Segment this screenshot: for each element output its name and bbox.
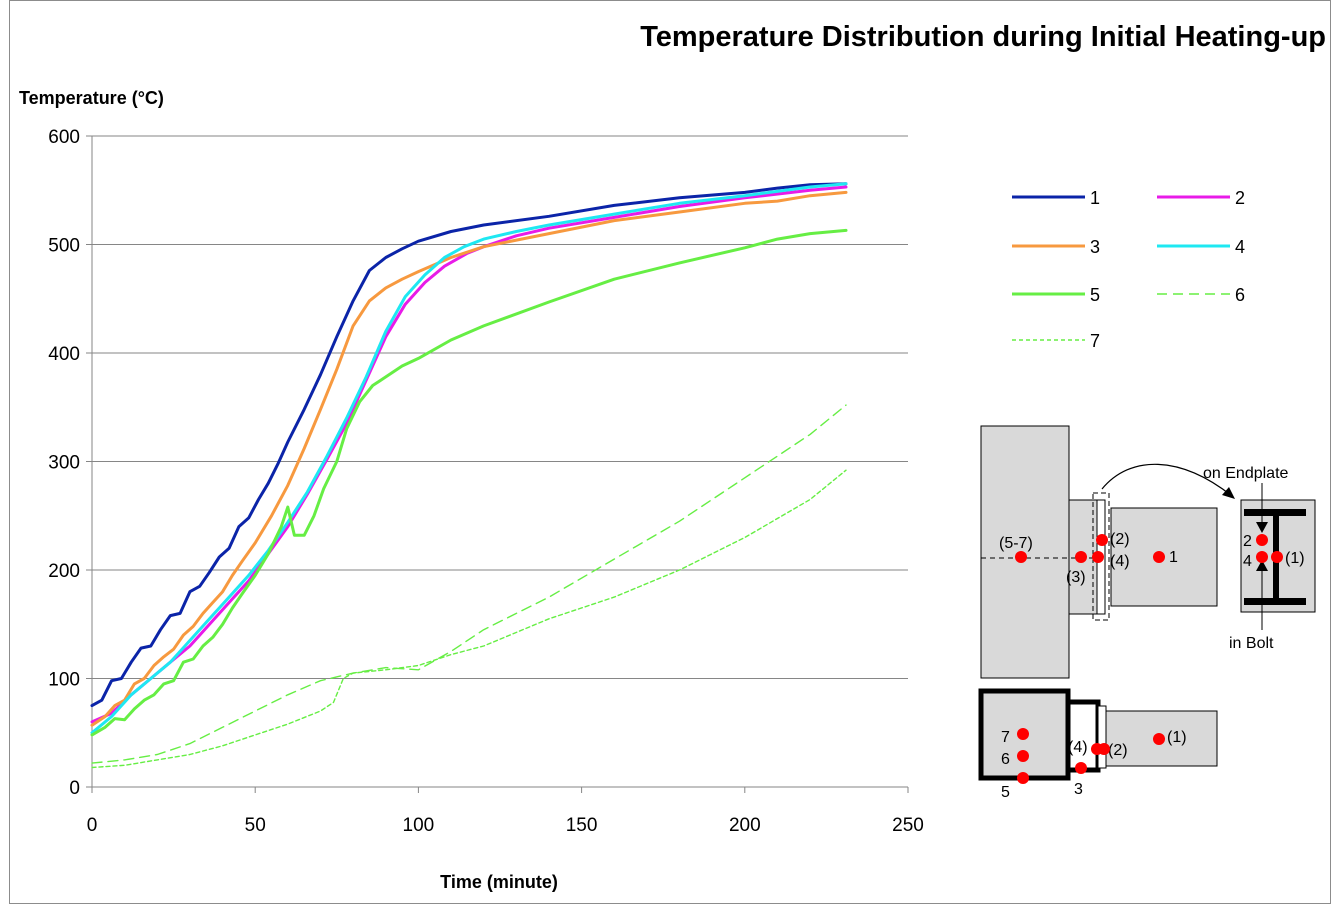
x-tick-label: 100 bbox=[403, 815, 435, 836]
legend: 1 2 3 4 5 6 7 bbox=[1012, 188, 1245, 351]
detail-top-arrowhead bbox=[1256, 522, 1268, 533]
plan-endplate bbox=[1097, 705, 1107, 769]
y-tick-label: 500 bbox=[48, 236, 80, 257]
x-tick-label: 0 bbox=[87, 815, 98, 836]
label-detail-4: 4 bbox=[1243, 553, 1252, 570]
series-line-5 bbox=[90, 228, 848, 737]
series-line-7 bbox=[91, 469, 847, 769]
label-5-7: (5-7) bbox=[999, 535, 1033, 552]
y-tick-label: 0 bbox=[69, 778, 80, 799]
x-tick-label: 150 bbox=[566, 815, 598, 836]
marker-side-3 bbox=[1075, 551, 1087, 563]
label-plan-2: (2) bbox=[1108, 742, 1128, 759]
label-4-side: (4) bbox=[1110, 553, 1130, 570]
label-plan-1: (1) bbox=[1167, 729, 1187, 746]
series-line-6 bbox=[91, 404, 847, 764]
legend-label-6: 6 bbox=[1235, 285, 1245, 305]
column-block bbox=[980, 425, 1070, 679]
diagram-labels: (5-7) (3) (2) (4) 1 on Endplate in Bolt … bbox=[999, 465, 1305, 801]
marker-side-2 bbox=[1096, 534, 1108, 546]
y-tick-label: 400 bbox=[48, 344, 80, 365]
y-tick-labels: 0 100 200 300 400 500 600 bbox=[48, 127, 80, 799]
marker-side-5-7 bbox=[1015, 551, 1027, 563]
y-axis-title: Temperature (°C) bbox=[19, 88, 164, 108]
label-1-side: 1 bbox=[1169, 549, 1178, 566]
marker-plan-7 bbox=[1017, 728, 1029, 740]
series-line-3 bbox=[90, 190, 848, 727]
series-line-4 bbox=[90, 182, 848, 735]
legend-label-4: 4 bbox=[1235, 237, 1245, 257]
label-plan-3: 3 bbox=[1074, 781, 1083, 798]
label-detail-1: (1) bbox=[1285, 550, 1305, 567]
label-plan-5: 5 bbox=[1001, 784, 1010, 801]
legend-label-5: 5 bbox=[1090, 285, 1100, 305]
label-3-side: (3) bbox=[1066, 569, 1086, 586]
marker-plan-1 bbox=[1153, 733, 1165, 745]
series-lines bbox=[90, 182, 848, 769]
marker-detail-2 bbox=[1256, 534, 1268, 546]
chart-title: Temperature Distribution during Initial … bbox=[640, 21, 1326, 53]
y-tick-label: 300 bbox=[48, 453, 80, 474]
marker-plan-6 bbox=[1017, 750, 1029, 762]
series-line-1 bbox=[90, 182, 848, 708]
marker-side-1 bbox=[1153, 551, 1165, 563]
label-detail-2: 2 bbox=[1243, 533, 1252, 550]
x-tick-label: 250 bbox=[892, 815, 924, 836]
y-tick-label: 100 bbox=[48, 670, 80, 691]
label-on-endplate: on Endplate bbox=[1203, 465, 1289, 482]
label-2-side: (2) bbox=[1110, 531, 1130, 548]
label-plan-7: 7 bbox=[1001, 729, 1010, 746]
y-tick-label: 200 bbox=[48, 561, 80, 582]
marker-plan-5 bbox=[1017, 772, 1029, 784]
legend-label-7: 7 bbox=[1090, 331, 1100, 351]
detail-arrow bbox=[1101, 463, 1233, 497]
marker-plan-3 bbox=[1075, 762, 1087, 774]
marker-side-4 bbox=[1092, 551, 1104, 563]
x-tick-labels: 0 50 100 150 200 250 bbox=[87, 815, 924, 836]
measurement-markers bbox=[1015, 534, 1283, 784]
axes bbox=[91, 136, 908, 788]
marker-detail-4 bbox=[1256, 551, 1268, 563]
series-line-2 bbox=[90, 185, 848, 724]
endplate-dashed-box bbox=[1092, 492, 1110, 621]
x-tick-label: 200 bbox=[729, 815, 761, 836]
marker-plan-2 bbox=[1098, 743, 1110, 755]
detail-bottom-arrowhead bbox=[1256, 560, 1268, 571]
connection-side-view bbox=[980, 425, 1235, 679]
legend-label-3: 3 bbox=[1090, 237, 1100, 257]
label-in-bolt: in Bolt bbox=[1229, 635, 1274, 652]
label-plan-6: 6 bbox=[1001, 751, 1010, 768]
legend-label-2: 2 bbox=[1235, 188, 1245, 208]
legend-label-1: 1 bbox=[1090, 188, 1100, 208]
detail-top-flange bbox=[1244, 509, 1306, 516]
x-tick-label: 50 bbox=[245, 815, 266, 836]
marker-detail-1 bbox=[1271, 551, 1283, 563]
detail-arrow-head bbox=[1222, 487, 1235, 499]
x-axis-title: Time (minute) bbox=[440, 872, 558, 892]
label-plan-4: (4) bbox=[1068, 739, 1088, 756]
plan-flange-box bbox=[1065, 699, 1101, 773]
y-tick-label: 600 bbox=[48, 127, 80, 148]
